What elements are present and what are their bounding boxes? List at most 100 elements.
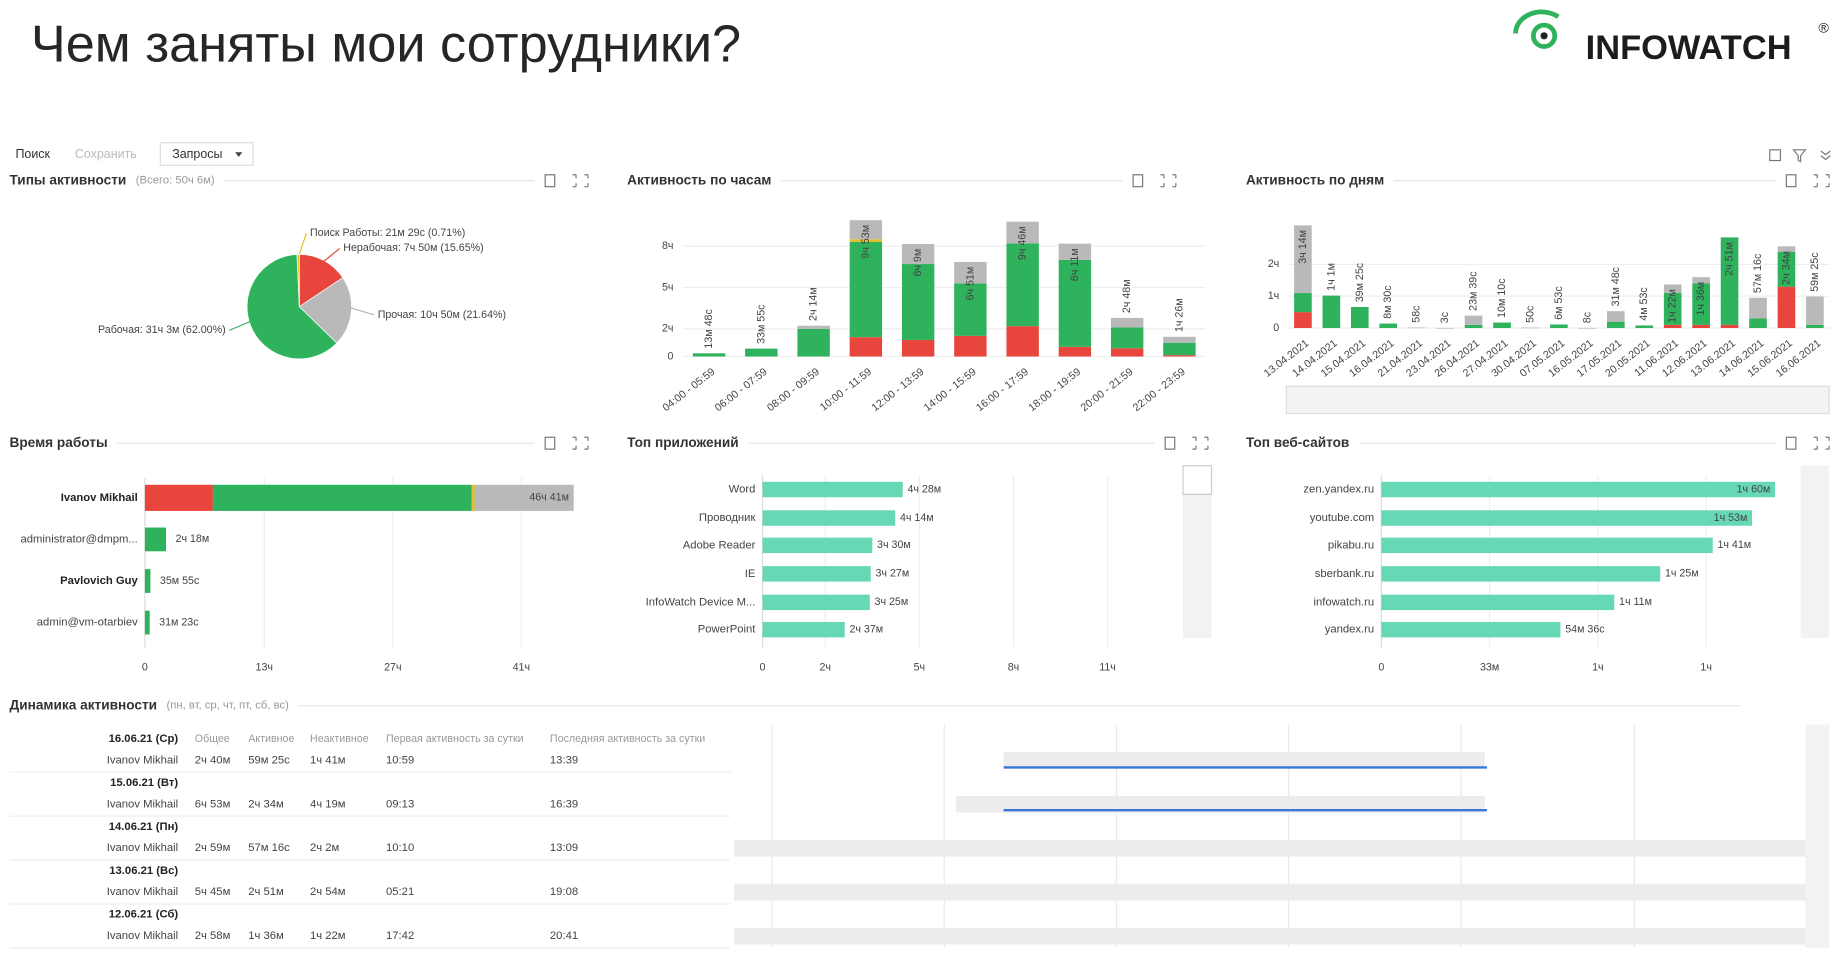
bar: [762, 594, 870, 611]
fullscreen-icon[interactable]: [572, 174, 589, 188]
row-cell: 2ч 58м: [195, 930, 231, 942]
bar-segment: [1058, 243, 1092, 260]
panel-title: Активность по часам: [627, 172, 771, 187]
bar-total-label: 10м 10с: [1496, 278, 1508, 318]
bar-segment: [1692, 283, 1710, 325]
bar-value-label: 54м 36с: [1565, 624, 1605, 636]
pie-slice: [298, 277, 352, 344]
queries-label: Запросы: [172, 147, 222, 161]
fullscreen-icon[interactable]: [572, 436, 589, 450]
save-button[interactable]: Сохранить: [75, 147, 137, 161]
logo: INFOWATCH ®: [1513, 9, 1829, 67]
row-cell: 57м 16с: [248, 842, 290, 854]
grid-icon[interactable]: [1769, 149, 1782, 162]
row-cell: 13:39: [550, 754, 578, 766]
bar-segment: [1294, 312, 1312, 328]
x-tick-label: 33м: [1480, 662, 1499, 674]
bar-segment: [1058, 346, 1092, 357]
bar-total-label: 59м 25с: [1809, 252, 1821, 292]
row-cell: 16:39: [550, 798, 578, 810]
y-tick-label: 2ч: [662, 323, 674, 335]
row-cell: 20:41: [550, 930, 578, 942]
bar-segment: [144, 610, 150, 635]
bar-value-label: 4ч 14м: [900, 512, 934, 524]
bar-total-label: 58с: [1411, 305, 1423, 323]
export-icon[interactable]: [1132, 174, 1144, 188]
bar-total-label: 8ч 9м: [912, 249, 924, 277]
fullscreen-icon[interactable]: [1813, 174, 1830, 188]
x-tick-label: 1ч: [1592, 662, 1604, 674]
bar-value-label: 1ч 11м: [1619, 596, 1652, 608]
bar-segment: [1806, 296, 1824, 325]
bar-segment: [901, 339, 935, 357]
bar-total-label: 1ч 22м: [1667, 289, 1679, 323]
toolbar-icons: [1769, 149, 1831, 163]
panel-title: Типы активности: [10, 172, 127, 187]
leader-line: [229, 320, 253, 331]
export-icon[interactable]: [544, 436, 556, 450]
bar-segment: [797, 325, 830, 329]
row-cell: 10:59: [386, 754, 414, 766]
panel-title: Время работы: [10, 435, 108, 450]
export-icon[interactable]: [1164, 436, 1176, 450]
bar-total-label: 31м 48с: [1610, 266, 1622, 306]
panel-title: Активность по дням: [1246, 172, 1384, 187]
x-tick-label: 8ч: [1008, 662, 1020, 674]
bar-segment: [1493, 322, 1511, 328]
bar-segment: [1663, 324, 1682, 328]
queries-dropdown[interactable]: [159, 142, 254, 166]
bar-segment: [1692, 277, 1710, 284]
fullscreen-icon[interactable]: [1192, 436, 1209, 450]
bar-total-label: 9ч 53м: [860, 225, 872, 259]
bar: [762, 537, 873, 554]
bar-segment: [1294, 293, 1312, 313]
bar-segment: [849, 241, 883, 338]
bar-value-label: 1ч 41м: [1717, 539, 1751, 551]
bar-total-label: 13м 48с: [703, 309, 715, 349]
bar-segment: [1294, 225, 1312, 294]
filter-icon[interactable]: [1792, 149, 1807, 163]
row-name: Ivanov Mikhail: [107, 798, 178, 810]
row-date: 13.06.21 (Вс): [109, 865, 178, 877]
bar-segment: [1006, 221, 1039, 244]
fullscreen-icon[interactable]: [1160, 174, 1177, 188]
scrollbar: [1805, 724, 1830, 949]
x-tick-label: 13ч: [256, 662, 273, 674]
bar-total-label: 33м 55с: [755, 304, 767, 344]
row-name: Ivanov Mikhail: [107, 842, 178, 854]
slice-label: Нерабочая: 7ч 50м (15.65%): [343, 242, 483, 254]
slice-label: Поиск Работы: 21м 29с (0.71%): [310, 227, 465, 239]
bar-total-label: 2ч 14м: [808, 287, 820, 321]
export-icon[interactable]: [1785, 174, 1797, 188]
bar-segment: [1806, 324, 1824, 328]
bar-segment: [1521, 327, 1540, 329]
row-cell: 1ч 41м: [310, 754, 346, 766]
export-icon[interactable]: [544, 174, 556, 188]
row-cell: 10:10: [386, 842, 414, 854]
bar-total-label: 57м 16с: [1752, 253, 1764, 293]
collapse-icon[interactable]: [1820, 150, 1831, 161]
bar-segment: [144, 484, 213, 511]
bar-total-label: 6ч 51м: [964, 267, 976, 301]
bar-total-label: 50с: [1524, 305, 1536, 323]
x-tick-label: 1ч: [1700, 662, 1712, 674]
bar-total-label: 9ч 46м: [1017, 226, 1029, 260]
category-label: Pavlovich Guy: [60, 575, 138, 587]
search-button[interactable]: Поиск: [15, 147, 50, 161]
bar-segment: [1663, 293, 1682, 325]
category-label: PowerPoint: [698, 624, 756, 636]
bar-total-label: 3ч 14м: [1297, 230, 1309, 264]
bar-segment: [1110, 348, 1144, 357]
fullscreen-icon[interactable]: [1813, 436, 1830, 450]
bar-segment: [1663, 284, 1682, 294]
bar: [1381, 621, 1561, 638]
bar-total-label: 6м 53с: [1553, 286, 1565, 320]
bar-segment: [474, 484, 574, 511]
minimap: [1285, 385, 1830, 415]
row-cell: 2ч 40м: [195, 754, 231, 766]
bar-total-label: 1ч 1м: [1325, 263, 1337, 291]
x-tick-label: 41ч: [513, 662, 530, 674]
export-icon[interactable]: [1785, 436, 1797, 450]
bar-segment: [1436, 327, 1454, 329]
x-tick-label: 18:00 - 19:59: [1026, 366, 1083, 414]
